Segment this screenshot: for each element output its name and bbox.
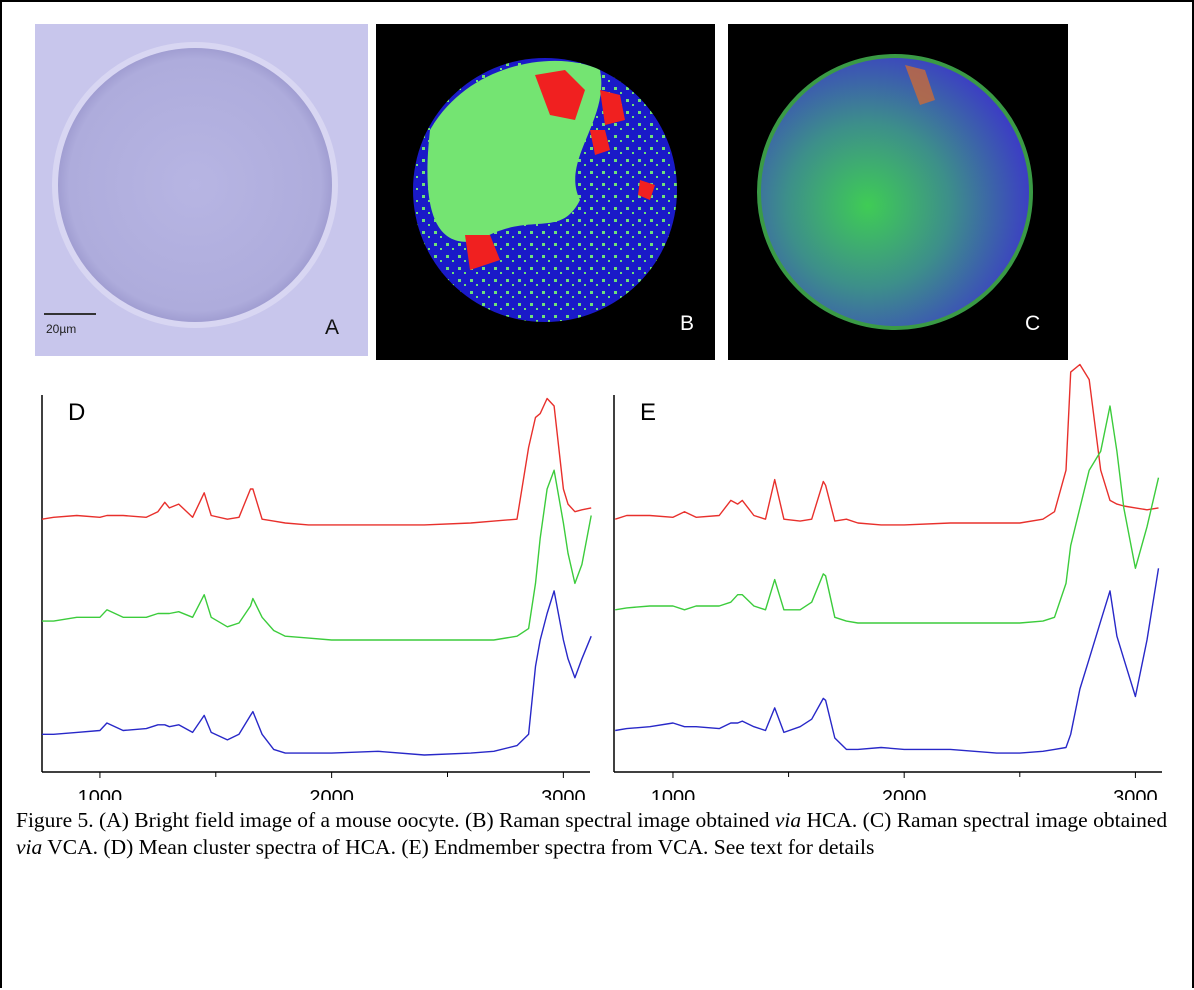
chart: D100020003000Wavenumber (cm⁻¹) (41, 395, 592, 800)
panel-c: C (728, 24, 1068, 360)
spectrum-line (41, 397, 592, 526)
panel-label: B (680, 312, 694, 335)
x-tick-label: 2000 (882, 787, 927, 800)
x-tick-label: 2000 (309, 787, 354, 800)
panel-b: B (376, 24, 715, 360)
panel-a: 20µm A (35, 24, 368, 356)
caption-run: Figure 5. (A) Bright field image of a mo… (16, 808, 775, 832)
chart-label: D (68, 399, 85, 426)
spectrum-line (614, 363, 1159, 526)
scale-bar: 20µm (46, 322, 76, 336)
spectrum-line (42, 590, 592, 756)
x-tick-label: 1000 (78, 787, 123, 800)
spectrum-line (615, 568, 1160, 754)
panel-label: A (325, 316, 339, 339)
caption-run: VCA. (D) Mean cluster spectra of HCA. (E… (42, 835, 875, 859)
spectrum-line (42, 469, 592, 641)
spectrum-line (615, 405, 1160, 624)
caption-run: HCA. (C) Raman spectral image obtained (801, 808, 1168, 832)
figure: 20µm A B C D100020003000Wavenumber (cm⁻¹… (35, 24, 1162, 800)
x-tick-label: 3000 (1113, 787, 1158, 800)
caption-run: via (774, 808, 802, 832)
caption-run: via (16, 835, 43, 859)
x-tick-label: 1000 (651, 787, 696, 800)
panel-label: C (1025, 312, 1040, 335)
chart-label: E (640, 399, 656, 426)
x-tick-label: 3000 (541, 787, 586, 800)
caption: Figure 5. (A) Bright field image of a mo… (16, 807, 1181, 861)
chart: E100020003000Wavenumber (cm⁻¹) (613, 363, 1162, 800)
